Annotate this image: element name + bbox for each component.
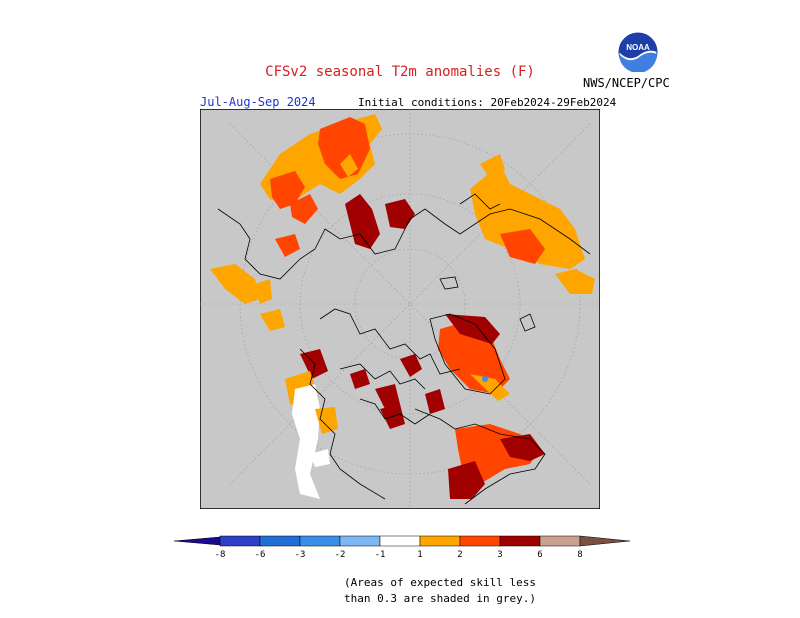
color-legend: -8 -6 -3 -2 -1 1 2 3 6 8 xyxy=(173,535,631,560)
legend-tick: -1 xyxy=(375,550,386,560)
legend-arrow-right xyxy=(579,535,631,547)
skill-note-line: (Areas of expected skill less xyxy=(343,576,537,589)
anomaly-scandinavia xyxy=(448,424,545,499)
polar-map xyxy=(200,109,600,509)
anomaly-alaska xyxy=(210,264,338,499)
agency-label: NWS/NCEP/CPC xyxy=(583,76,670,90)
noaa-logo: NOAA xyxy=(618,32,658,72)
initial-conditions: Initial conditions: 20Feb2024-29Feb2024 xyxy=(358,96,617,109)
anomaly-greenland xyxy=(438,314,510,401)
forecast-period: Jul-Aug-Sep 2024 xyxy=(200,95,316,109)
legend-tick: 8 xyxy=(577,550,582,560)
skill-note: (Areas of expected skill less than 0.3 a… xyxy=(330,575,550,607)
legend-tick: 6 xyxy=(537,550,542,560)
legend-tick: 2 xyxy=(457,550,462,560)
legend-tick: -3 xyxy=(295,550,306,560)
legend-tick: 1 xyxy=(417,550,422,560)
map-title: CFSv2 seasonal T2m anomalies (F) xyxy=(265,64,535,80)
legend-arrow-left xyxy=(173,536,221,546)
anomaly-europe xyxy=(470,154,595,294)
legend-tick: 3 xyxy=(497,550,502,560)
skill-note-line: than 0.3 are shaded in grey.) xyxy=(343,592,537,605)
anomaly-eurasia xyxy=(260,114,415,257)
coastlines xyxy=(217,193,591,505)
legend-tick: -6 xyxy=(255,550,266,560)
legend-tick: -8 xyxy=(215,550,226,560)
anomaly-arctic-islands xyxy=(350,354,445,429)
legend-tick: -2 xyxy=(335,550,346,560)
noaa-logo-text: NOAA xyxy=(626,43,650,52)
anomaly-cool-spot xyxy=(482,376,488,382)
